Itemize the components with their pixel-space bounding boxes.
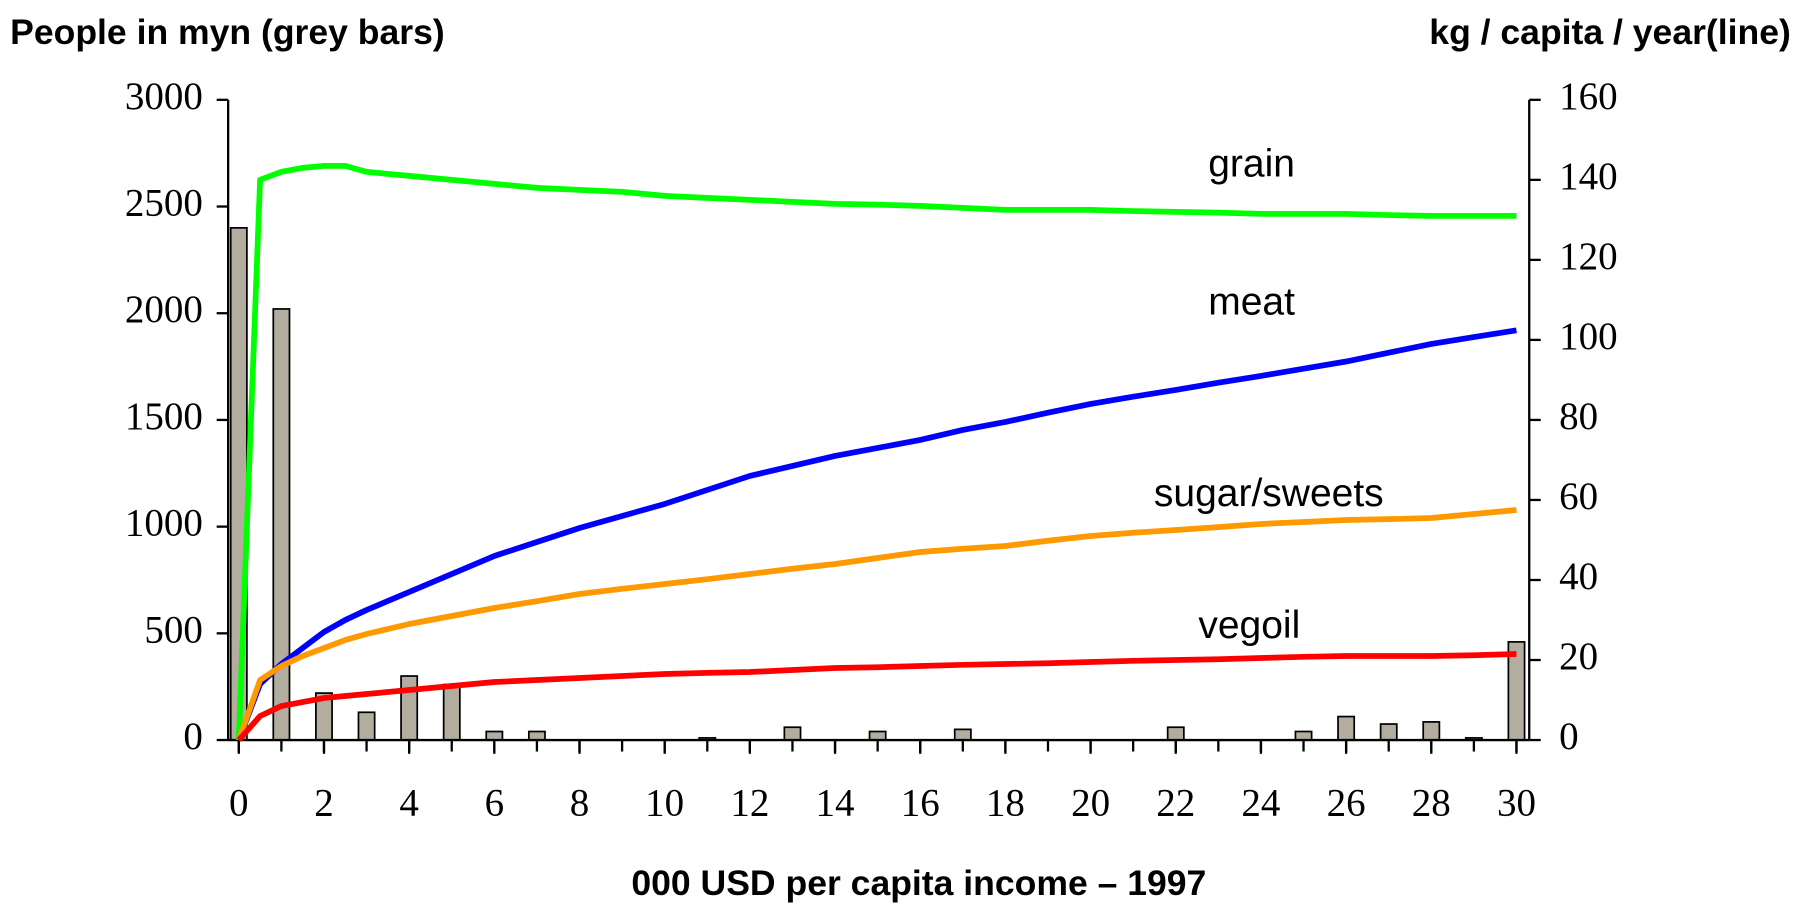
bar [527,730,546,741]
bar [868,730,887,741]
y-tick-label: 2500 [125,181,203,224]
x-tick-label: 8 [570,782,590,825]
y-tick-label: 1000 [125,502,203,545]
series-label: grain [1208,143,1295,186]
x-tick-label: 6 [485,782,505,825]
bar [1337,715,1356,741]
x-tick-label: 2 [314,782,334,825]
y2-tick-label: 80 [1559,395,1598,438]
bar [485,730,504,741]
line-series [236,507,1517,742]
bar [1379,723,1398,741]
x-tick-label: 22 [1156,782,1195,825]
x-tick-label: 4 [399,782,419,825]
x-tick-label: 30 [1497,782,1536,825]
bar [1294,730,1313,741]
line-series [236,327,1517,742]
y-tick-label: 2000 [125,288,203,331]
y-axis-title: People in myn (grey bars) [10,12,445,52]
y2-tick-label: 20 [1559,635,1598,678]
y2-tick-label: 140 [1559,155,1618,198]
bar [442,683,461,741]
y-tick-label: 500 [144,608,203,651]
y-tick-label: 3000 [125,75,203,118]
y2-tick-label: 120 [1559,235,1618,278]
x-tick-label: 24 [1241,782,1280,825]
bar [1166,726,1185,741]
x-tick-label: 12 [730,782,769,825]
series-label: sugar/sweets [1154,472,1384,515]
y-tick-label: 1500 [125,395,203,438]
y2-tick-label: 0 [1559,715,1579,758]
y-tick-label: 0 [183,715,203,758]
bar [1422,721,1441,741]
series-label: vegoil [1198,604,1300,647]
line-series [236,651,1517,742]
y2-tick-label: 160 [1559,75,1618,118]
x-tick-label: 18 [986,782,1025,825]
bar [953,728,972,741]
bar [400,675,419,741]
x-tick-label: 10 [645,782,684,825]
y2-tick-label: 40 [1559,555,1598,598]
series-label: meat [1208,280,1295,323]
x-tick-label: 20 [1071,782,1110,825]
x-axis-title: 000 USD per capita income – 1997 [631,863,1206,903]
x-tick-label: 28 [1412,782,1451,825]
y2-tick-label: 100 [1559,315,1618,358]
y2-axis-title: kg / capita / year(line) [1429,12,1791,52]
bar [783,726,802,741]
bar [272,308,291,741]
x-tick-label: 14 [816,782,855,825]
y2-tick-label: 60 [1559,475,1598,518]
x-tick-label: 0 [229,782,248,825]
line-series [235,162,1517,741]
bar [357,711,376,741]
x-tick-label: 16 [901,782,940,825]
x-tick-label: 26 [1327,782,1366,825]
